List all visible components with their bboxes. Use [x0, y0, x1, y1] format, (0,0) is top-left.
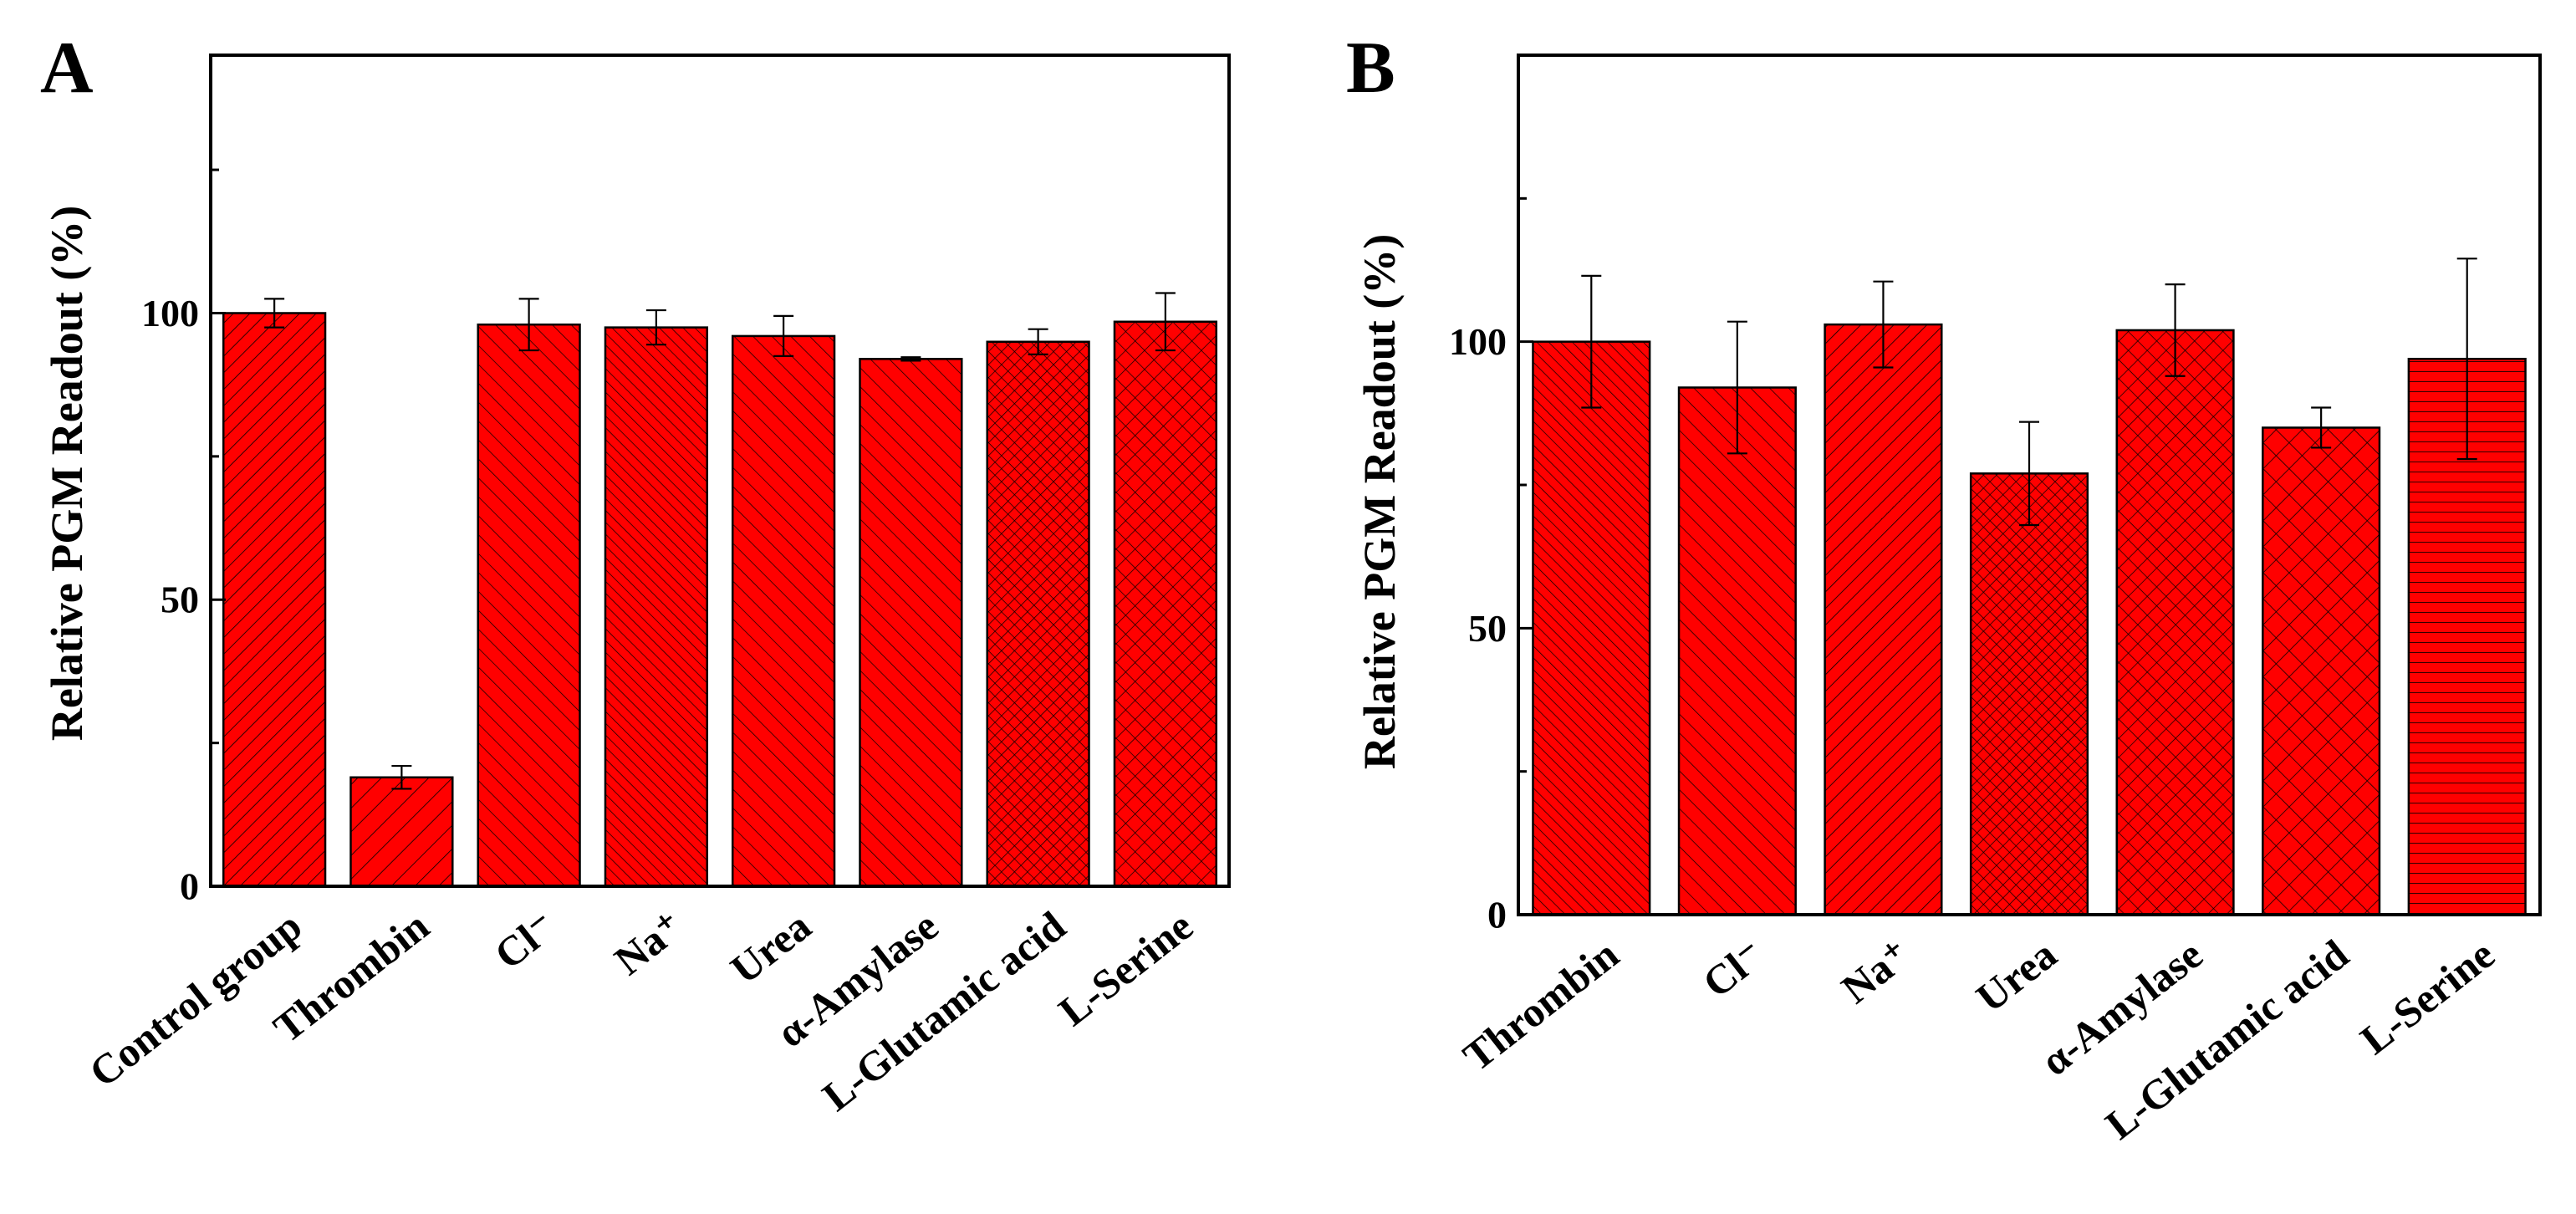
- x-tick-label: Cl⁻: [486, 902, 565, 978]
- error-bar: [2311, 406, 2332, 449]
- bars: [1532, 323, 2527, 916]
- x-tick-label: Na⁺: [605, 902, 691, 984]
- bar: [986, 340, 1090, 888]
- y-tick-label: 50: [161, 579, 199, 621]
- panel-label: A: [40, 28, 94, 109]
- x-tick-label: Urea: [722, 902, 819, 993]
- x-tick-label: Urea: [1967, 931, 2065, 1022]
- y-tick-label: 0: [180, 865, 199, 908]
- panel-label: B: [1346, 28, 1395, 109]
- bar: [1532, 340, 1651, 916]
- error-bar: [2165, 283, 2186, 377]
- error-bar: [518, 298, 539, 352]
- plot-frame: [1517, 54, 2542, 916]
- error-bars: [264, 292, 1176, 790]
- error-bars: [1581, 258, 2477, 527]
- bar: [1969, 472, 2089, 916]
- error-bar: [773, 314, 794, 357]
- plot-frame: [209, 54, 1231, 888]
- x-tick-label: Na⁺: [1833, 931, 1919, 1013]
- x-tick-label: L-Glutamic acid: [2097, 931, 2358, 1149]
- error-bar: [1028, 328, 1048, 355]
- error-bar: [900, 356, 921, 362]
- y-ticks: 0 50 100: [141, 168, 226, 908]
- bar: [2262, 426, 2381, 916]
- error-bar: [1155, 292, 1176, 352]
- bar: [349, 776, 454, 888]
- bar: [604, 326, 709, 888]
- error-bar: [391, 764, 412, 790]
- bar: [1824, 323, 1943, 916]
- y-axis-label: Relative PGM Readout (%): [1354, 234, 1405, 769]
- chart-panel-a: A Relative PGM Readout (%) 0 50 100 Contro…: [40, 28, 1231, 1120]
- bar: [731, 334, 836, 888]
- x-tick-label: L-Serine: [2352, 931, 2503, 1064]
- y-tick-label: 100: [141, 292, 199, 334]
- bar: [2115, 329, 2235, 916]
- error-bar: [1873, 280, 1894, 369]
- bar: [477, 323, 581, 888]
- error-bar: [1581, 274, 1602, 409]
- bars: [222, 312, 1218, 888]
- error-bar: [645, 309, 666, 346]
- chart-panel-b: B Relative PGM Readout (%) 0 50 100 Thromb…: [1346, 28, 2542, 1149]
- y-ticks: 0 50 100: [1449, 196, 1533, 936]
- x-tick-label: Control group: [80, 902, 310, 1096]
- error-bar: [2456, 258, 2477, 461]
- y-axis-label: Relative PGM Readout (%): [42, 206, 92, 741]
- bar: [222, 312, 327, 888]
- y-tick-label: 100: [1449, 320, 1507, 363]
- x-tick-label: Cl⁻: [1694, 931, 1773, 1007]
- bar: [859, 358, 963, 888]
- y-tick-label: 0: [1487, 894, 1507, 936]
- error-bar: [2019, 421, 2039, 527]
- bar: [1677, 386, 1797, 916]
- y-tick-label: 50: [1468, 607, 1507, 650]
- bar: [1113, 320, 1218, 888]
- error-bar: [1727, 320, 1747, 455]
- x-tick-label: L-Serine: [1050, 902, 1201, 1035]
- error-bar: [264, 298, 285, 329]
- x-tick-label: Thrombin: [1454, 931, 1627, 1080]
